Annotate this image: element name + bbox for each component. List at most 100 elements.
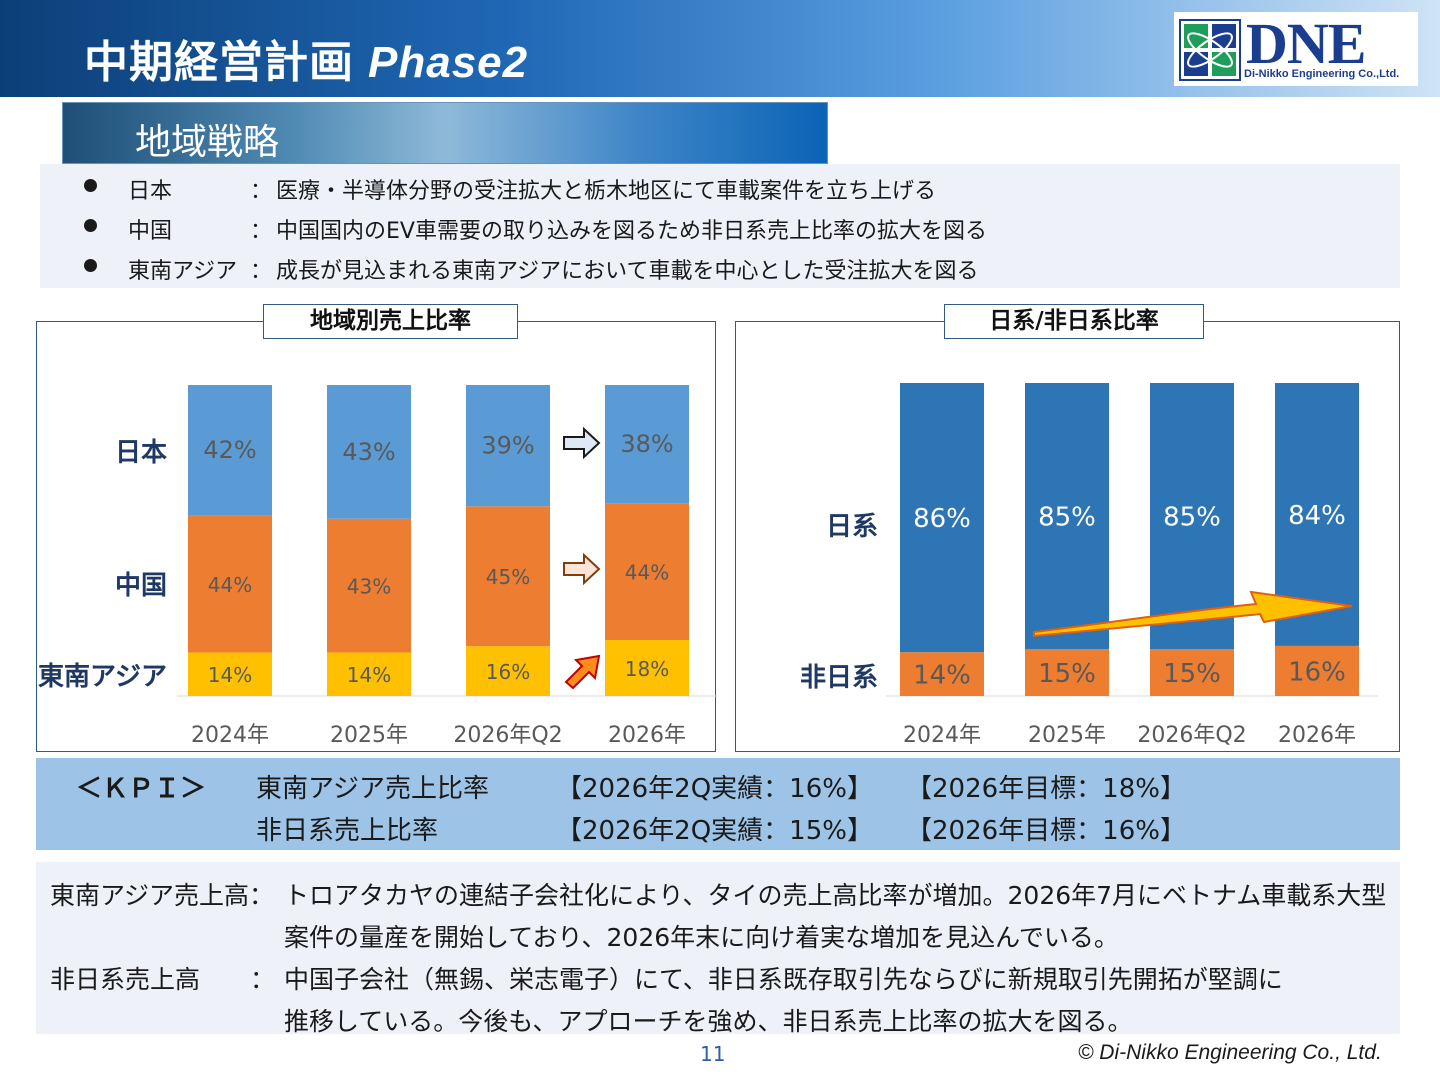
- strategy-bullets: 日本 ： 医療・半導体分野の受注拡大と栃木地区にて車載案件を立ち上げる 中国 ：…: [40, 164, 1400, 288]
- bar-segment: [327, 385, 411, 519]
- japanese-ratio-chart-panel: 14% 86% 2024年 15% 85% 2025年 15% 85% 2026年Q2 16% 84…: [735, 321, 1400, 752]
- bar-segment: [466, 506, 550, 647]
- bar-segment: [466, 646, 550, 696]
- japanese-ratio-chart: 14% 86% 2024年 15% 85% 2025年 15% 85% 2026年Q2 16% 84…: [800, 383, 1378, 748]
- strategy-heading-banner: 地域戦略: [62, 102, 828, 164]
- bar-segment: [188, 385, 272, 516]
- tick-label: 2026年: [1278, 723, 1356, 748]
- bar-segment: [188, 652, 272, 696]
- kpi-row-2-actual: 【2026年2Q実績：15%】: [556, 816, 873, 846]
- company-logo: DNE Di-Nikko Engineering Co.,Ltd.: [1174, 11, 1418, 86]
- data-label: 86%: [913, 504, 971, 534]
- bullet-text: 中国国内のEV車需要の取り込みを図るため非日系売上比率の拡大を図る: [276, 219, 987, 244]
- data-label: 44%: [625, 561, 669, 585]
- bullet-region: 東南アジア: [128, 259, 238, 284]
- bar-segment: [605, 640, 689, 696]
- data-label: 16%: [486, 660, 530, 684]
- bar-segment: [327, 652, 411, 696]
- kpi-band: ＜ＫＰＩ＞ 東南アジア売上比率 【2026年2Q実績：16%】 【2026年目標…: [36, 758, 1400, 850]
- arrow-up-right-icon: [564, 654, 601, 690]
- bullet-dot-icon: [84, 259, 97, 272]
- regional-sales-chart-panel: 14% 44% 42% 2024年 14% 43% 43% 2025年 16% 45% 39% 202…: [36, 321, 717, 752]
- note-1-label: 東南アジア売上高：: [50, 881, 275, 910]
- data-label: 38%: [620, 430, 673, 458]
- logo-mark-icon: [1179, 19, 1241, 81]
- bar-segment: [327, 518, 411, 653]
- data-label: 85%: [1038, 502, 1096, 532]
- kpi-label: ＜ＫＰＩ＞: [76, 774, 207, 804]
- logo-text: DNE: [1246, 11, 1366, 76]
- bullet-text: 成長が見込まれる東南アジアにおいて車載を中心とした受注拡大を図る: [276, 259, 979, 284]
- series-label: 非日系: [800, 663, 878, 693]
- tick-label: 2026年Q2: [453, 723, 562, 748]
- data-label: 14%: [208, 663, 252, 687]
- bar-segment: [900, 652, 984, 696]
- tick-label: 2024年: [903, 723, 981, 748]
- tick-label: 2024年: [191, 723, 269, 748]
- bar-segment: [900, 383, 984, 653]
- arrow-right-icon: [563, 552, 601, 586]
- kpi-row-1-target: 【2026年目標：18%】: [906, 774, 1186, 804]
- tick-label: 2025年: [330, 723, 408, 748]
- data-label: 14%: [913, 660, 971, 690]
- japanese-ratio-chart-title: 日系/非日系比率: [944, 304, 1204, 339]
- bar-segment: [605, 503, 689, 641]
- logo-subtext: Di-Nikko Engineering Co.,Ltd.: [1244, 68, 1400, 80]
- data-label: 14%: [347, 663, 391, 687]
- bullet-region: 中国: [128, 219, 173, 244]
- note-2-line-2: 推移している。今後も、アプローチを強め、非日系売上比率の拡大を図る。: [284, 1007, 1133, 1036]
- notes-panel: 東南アジア売上高： トロアタカヤの連結子会社化により、タイの売上高比率が増加。2…: [36, 862, 1400, 1036]
- data-label: 39%: [481, 432, 534, 460]
- data-label: 45%: [486, 565, 530, 589]
- page-number: 11: [700, 1042, 726, 1066]
- header-bar: 中期経営計画 Phase2 DNE Di-Nikko Engineering Co…: [0, 0, 1440, 97]
- note-2-label: 非日系売上高 ：: [50, 965, 276, 994]
- kpi-row-2-target: 【2026年目標：16%】: [906, 816, 1186, 846]
- data-label: 44%: [208, 573, 252, 597]
- title-text: 中期経営計画: [84, 37, 354, 88]
- series-label: 中国: [115, 571, 167, 601]
- note-1-line-2: 案件の量産を開始しており、2026年末に向け着実な増加を見込んでいる。: [284, 923, 1119, 952]
- data-label: 42%: [203, 436, 256, 464]
- data-label: 15%: [1038, 659, 1096, 689]
- growth-arrow-icon: [1033, 590, 1353, 638]
- page-title: 中期経営計画 Phase2: [84, 26, 528, 90]
- bar-segment: [1150, 383, 1234, 650]
- data-label: 16%: [1288, 657, 1346, 687]
- trend-arrows: [563, 426, 601, 690]
- bar-segment: [188, 515, 272, 653]
- bar-segment: [1150, 649, 1234, 696]
- data-label: 43%: [342, 438, 395, 466]
- bullet-colon: ：: [250, 179, 273, 204]
- tick-label: 2026年Q2: [1137, 723, 1246, 748]
- bar-segment: [1275, 645, 1359, 696]
- bar-segment: [1025, 383, 1109, 650]
- kpi-row-1-name: 東南アジア売上比率: [256, 774, 489, 804]
- bullet-colon: ：: [250, 259, 273, 284]
- data-label: 15%: [1163, 659, 1221, 689]
- title-phase: Phase2: [368, 38, 529, 87]
- note-2-line-1: 中国子会社（無錫、栄志電子）にて、非日系既存取引先ならびに新規取引先開拓が堅調に: [284, 965, 1283, 994]
- series-label: 東南アジア: [38, 662, 167, 692]
- arrow-right-icon: [563, 426, 601, 460]
- series-label: 日本: [115, 438, 167, 468]
- data-label: 43%: [347, 575, 391, 599]
- copyright: © Di-Nikko Engineering Co., Ltd.: [1078, 1041, 1382, 1064]
- regional-sales-chart: 14% 44% 42% 2024年 14% 43% 43% 2025年 16% 45% 39% 202…: [38, 385, 717, 748]
- regional-sales-chart-title: 地域別売上比率: [263, 304, 518, 339]
- bullet-dot-icon: [84, 219, 97, 232]
- bar-segment: [1025, 649, 1109, 696]
- strategy-heading: 地域戦略: [135, 122, 280, 163]
- bullet-text: 医療・半導体分野の受注拡大と栃木地区にて車載案件を立ち上げる: [276, 179, 937, 204]
- note-1-line-1: トロアタカヤの連結子会社化により、タイの売上高比率が増加。2026年7月にベトナ…: [284, 881, 1387, 910]
- kpi-row-1-actual: 【2026年2Q実績：16%】: [556, 774, 873, 804]
- tick-label: 2025年: [1028, 723, 1106, 748]
- bullet-dot-icon: [84, 179, 97, 192]
- data-label: 84%: [1288, 501, 1346, 531]
- bullet-colon: ：: [250, 219, 273, 244]
- bullet-region: 日本: [128, 179, 173, 204]
- data-label: 85%: [1163, 502, 1221, 532]
- tick-label: 2026年: [608, 723, 686, 748]
- data-label: 18%: [625, 657, 669, 681]
- bar-segment: [605, 385, 689, 504]
